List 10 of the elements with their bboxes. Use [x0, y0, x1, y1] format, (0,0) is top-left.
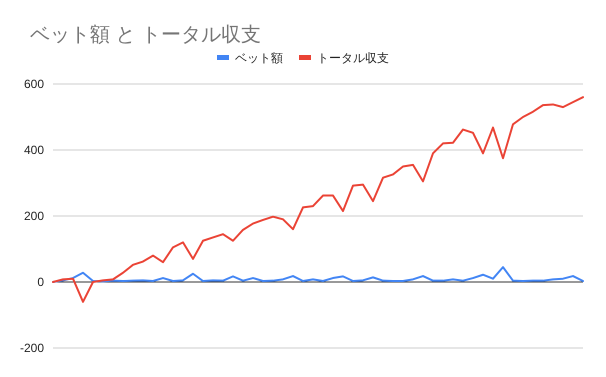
- y-tick-label: 600: [24, 77, 44, 91]
- line-series: [52, 96, 584, 303]
- legend-label: トータル収支: [317, 51, 389, 65]
- line-series: [52, 266, 584, 283]
- y-tick-label: 400: [24, 143, 44, 157]
- y-tick-label: -200: [20, 341, 44, 355]
- chart-title: ベット額 と トータル収支: [30, 24, 262, 46]
- y-tick-label: 0: [37, 275, 44, 289]
- y-tick-label: 200: [24, 209, 44, 223]
- legend-label: ベット額: [235, 51, 283, 65]
